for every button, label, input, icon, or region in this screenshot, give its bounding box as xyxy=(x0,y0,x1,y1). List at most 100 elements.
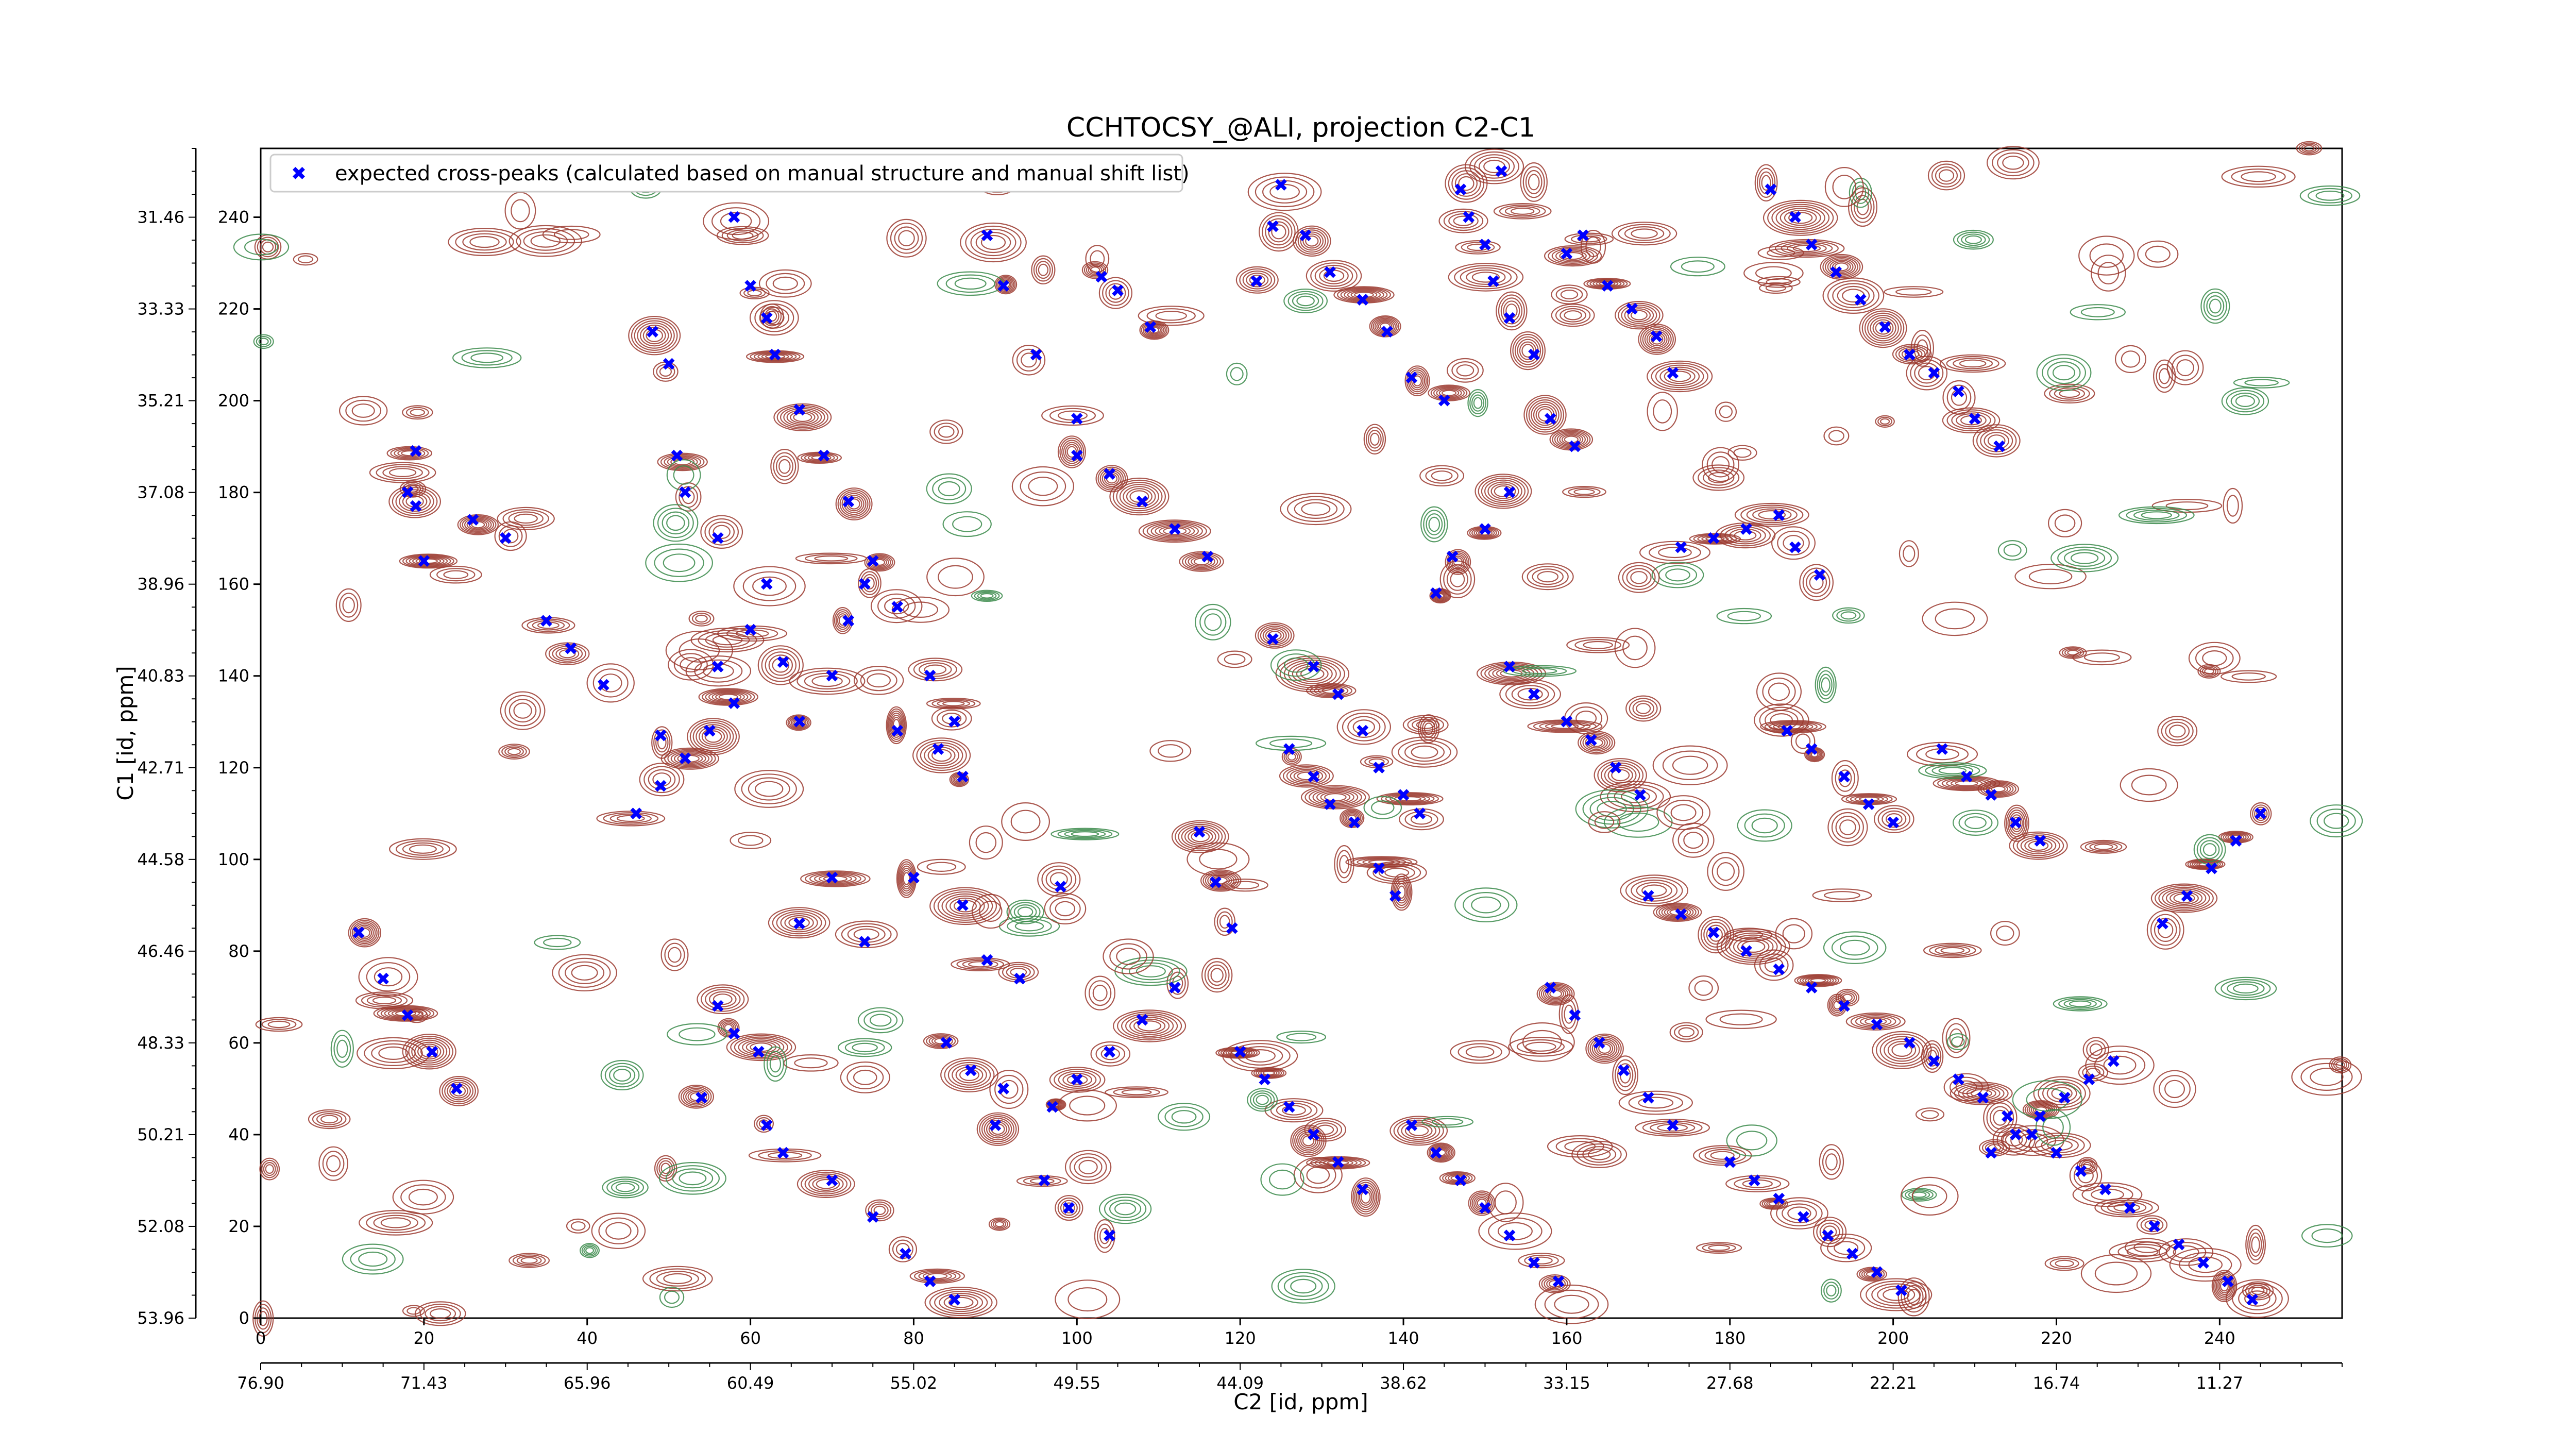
contour-line xyxy=(1085,245,1110,273)
contour-line xyxy=(1834,262,1849,272)
contour-line xyxy=(1306,683,1357,699)
contour-line xyxy=(1951,411,1991,430)
contour-line xyxy=(1347,814,1357,822)
contour-line xyxy=(1621,790,1650,803)
contour-line xyxy=(765,651,797,679)
contour-line xyxy=(1702,1243,1736,1253)
contour-line xyxy=(2199,840,2220,860)
contour-line xyxy=(1523,395,1567,435)
contour-line xyxy=(914,1269,961,1283)
contour-line xyxy=(1770,713,1793,727)
contour-line xyxy=(565,961,605,984)
contour-line xyxy=(1724,526,1766,545)
contour-line xyxy=(1802,567,1831,598)
contour-line xyxy=(1838,769,1852,787)
x-ppm-tick-label: 33.15 xyxy=(1543,1373,1590,1393)
contour-line xyxy=(1010,810,1041,834)
contour-line xyxy=(2310,804,2363,838)
cross-peak-marker: ✖ xyxy=(2204,859,2219,880)
contour-line xyxy=(730,1035,792,1060)
cross-peak-marker: ✖ xyxy=(1070,446,1084,466)
contour-line xyxy=(1163,527,1187,535)
contour-line xyxy=(1938,767,1967,774)
contour-line xyxy=(1442,1172,1473,1184)
cross-peak-marker: ✖ xyxy=(1804,739,1819,760)
y-ppm-tick-label: 52.08 xyxy=(137,1217,184,1236)
contour-line xyxy=(1545,987,1567,1001)
contour-line xyxy=(639,763,685,797)
contour-line xyxy=(1810,978,1826,983)
contour-line xyxy=(1094,1219,1115,1253)
contour-line xyxy=(1431,1145,1451,1159)
contour-line xyxy=(1283,657,1309,673)
contour-line xyxy=(1260,626,1290,646)
cross-peak-marker: ✖ xyxy=(1764,180,1778,200)
contour-line xyxy=(2103,1055,2137,1075)
x-tick-label: 40 xyxy=(577,1328,598,1348)
contour-line xyxy=(1688,975,1719,1001)
x-tick-label: 120 xyxy=(1225,1328,1256,1348)
contour-line xyxy=(1533,403,1557,426)
contour-line xyxy=(1972,424,2021,458)
contour-line xyxy=(461,350,513,366)
contour-line xyxy=(1953,358,1993,369)
cross-peak-marker: ✖ xyxy=(743,620,758,641)
x-ppm-tick-label: 76.90 xyxy=(237,1373,284,1393)
contour-line xyxy=(559,649,576,659)
cross-peak-marker: ✖ xyxy=(498,529,513,549)
contour-line xyxy=(2046,1084,2077,1103)
contour-line xyxy=(1771,204,1830,232)
contour-line xyxy=(857,1007,904,1034)
contour-line xyxy=(2196,837,2223,862)
contour-line xyxy=(1831,935,1878,960)
contour-line xyxy=(837,1038,892,1057)
contour-line xyxy=(330,1030,354,1068)
cross-peak-marker: ✖ xyxy=(596,676,611,696)
contour-line xyxy=(683,1087,710,1106)
contour-line xyxy=(786,409,819,425)
contour-line xyxy=(1950,779,1983,787)
contour-line xyxy=(1946,384,1972,411)
contour-line xyxy=(1650,1122,1696,1134)
contour-line xyxy=(705,632,750,648)
cross-peak-marker: ✖ xyxy=(2155,914,2170,934)
contour-line xyxy=(991,1123,1005,1135)
cross-peak-marker: ✖ xyxy=(1527,1253,1541,1274)
contour-line xyxy=(1277,653,1315,677)
contour-line xyxy=(1638,324,1676,355)
contour-line xyxy=(2179,1252,2232,1277)
contour-line xyxy=(399,491,431,512)
contour-line xyxy=(1471,272,1500,283)
contour-line xyxy=(1370,432,1380,446)
contour-line xyxy=(596,811,666,827)
contour-line xyxy=(530,234,561,248)
contour-line xyxy=(1631,228,1658,239)
contour-line xyxy=(1380,322,1391,330)
contour-line xyxy=(1297,771,1316,781)
contour-line xyxy=(1493,203,1552,220)
contour-line xyxy=(261,1159,278,1178)
contour-line xyxy=(739,287,770,299)
cross-peak-marker: ✖ xyxy=(759,308,774,329)
contour-line xyxy=(455,230,514,254)
contour-line xyxy=(1262,627,1287,644)
contour-line xyxy=(1109,943,1147,970)
contour-line xyxy=(801,1171,852,1197)
contour-line xyxy=(320,1115,338,1124)
contour-line xyxy=(1759,953,1789,977)
contour-line xyxy=(2193,834,2226,865)
contour-line xyxy=(835,487,873,520)
contour-line xyxy=(1017,906,1033,918)
contour-line xyxy=(1171,820,1229,853)
cross-peak-marker: ✖ xyxy=(1380,322,1395,343)
contour-line xyxy=(1549,428,1594,451)
contour-line xyxy=(1224,653,1246,665)
contour-line xyxy=(2168,724,2186,738)
contour-line xyxy=(1653,399,1672,424)
contour-line xyxy=(660,1162,671,1174)
contour-line xyxy=(1113,1009,1187,1042)
contour-line xyxy=(705,689,752,704)
contour-line xyxy=(980,593,994,599)
y-tick-label: 120 xyxy=(218,758,249,778)
contour-line xyxy=(980,234,1006,250)
